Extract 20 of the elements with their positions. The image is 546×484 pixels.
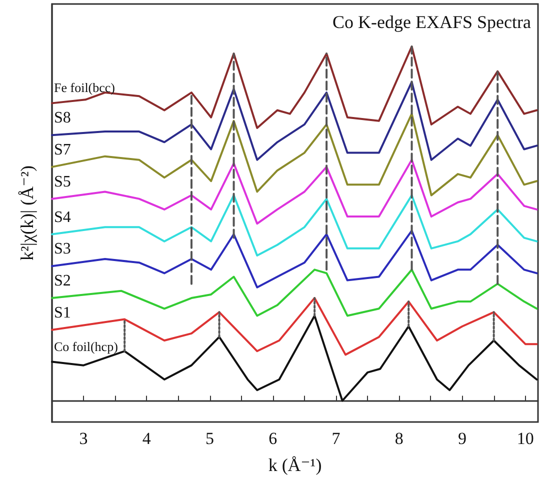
series-label: S8 bbox=[54, 110, 71, 127]
series-label: Co foil(hcp) bbox=[54, 338, 118, 354]
x-tick-label: 3 bbox=[79, 429, 88, 448]
y-axis-title: k²|χ(k)| (Å⁻²) bbox=[17, 166, 37, 260]
x-tick-label: 5 bbox=[206, 429, 214, 448]
series-label: Fe foil(bcc) bbox=[54, 80, 116, 96]
x-tick-label: 10 bbox=[516, 429, 534, 448]
x-tick-label: 8 bbox=[394, 429, 404, 448]
series-label: S1 bbox=[54, 304, 71, 322]
x-tick-label: 7 bbox=[332, 429, 341, 448]
x-tick-label: 6 bbox=[268, 429, 278, 448]
series-label: S3 bbox=[54, 240, 71, 258]
x-tick-label: 9 bbox=[458, 429, 467, 448]
series-label: S2 bbox=[54, 272, 71, 290]
series-label: S4 bbox=[54, 208, 71, 226]
x-axis-title: k (Å⁻¹) bbox=[268, 455, 322, 475]
series-label: S7 bbox=[54, 141, 71, 158]
series-label: S5 bbox=[54, 173, 71, 190]
chart-title: Co K-edge EXAFS Spectra bbox=[332, 12, 532, 32]
x-tick-label: 4 bbox=[142, 429, 152, 448]
